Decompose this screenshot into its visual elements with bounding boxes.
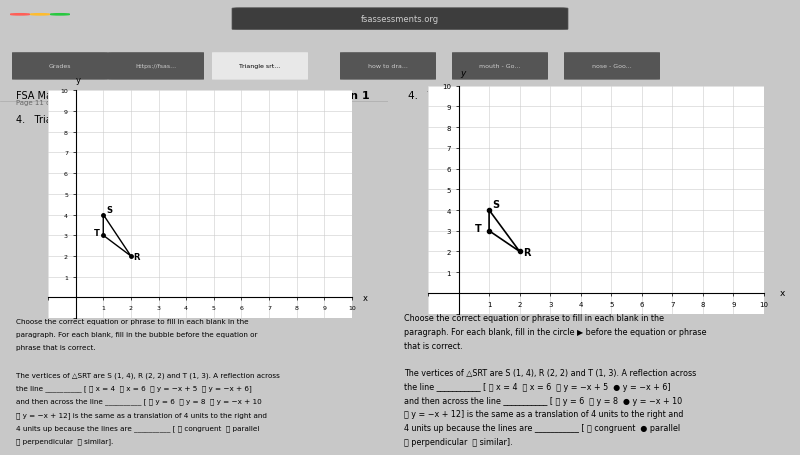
Text: S: S xyxy=(492,199,499,209)
Text: paragraph. For each blank, fill in the circle ▶ before the equation or phrase: paragraph. For each blank, fill in the c… xyxy=(405,328,707,336)
Text: the line ___________ [ Ⓐ x = 4  Ⓑ x = 6  Ⓒ y = −x + 5  ● y = −x + 6]: the line ___________ [ Ⓐ x = 4 Ⓑ x = 6 Ⓒ… xyxy=(405,382,671,391)
Text: mouth - Go...: mouth - Go... xyxy=(479,64,521,68)
FancyBboxPatch shape xyxy=(108,53,204,81)
Text: y: y xyxy=(76,76,81,85)
Text: 4.   Triangle SRT is shown.: 4. Triangle SRT is shown. xyxy=(15,115,142,125)
Text: y: y xyxy=(461,69,466,78)
Text: R: R xyxy=(523,248,531,258)
Text: paragraph. For each blank, fill in the bubble before the equation or: paragraph. For each blank, fill in the b… xyxy=(15,331,257,338)
FancyBboxPatch shape xyxy=(12,53,108,81)
Text: S: S xyxy=(106,206,112,215)
Text: Ⓒ perpendicular  Ⓓ similar].: Ⓒ perpendicular Ⓓ similar]. xyxy=(15,438,113,444)
Text: FSA Mathematics Practice Test Questions: FSA Mathematics Practice Test Questions xyxy=(15,91,217,101)
Text: how to dra...: how to dra... xyxy=(368,64,408,68)
Text: Ⓓ y = −x + 12] is the same as a translation of 4 units to the right and: Ⓓ y = −x + 12] is the same as a translat… xyxy=(15,411,266,418)
Text: R: R xyxy=(134,253,140,262)
FancyBboxPatch shape xyxy=(212,53,308,81)
Circle shape xyxy=(30,15,50,16)
Text: fsassessments.org: fsassessments.org xyxy=(361,15,439,24)
Text: that is correct.: that is correct. xyxy=(405,341,463,350)
Text: Ⓒ y = −x + 12] is the same as a translation of 4 units to the right and: Ⓒ y = −x + 12] is the same as a translat… xyxy=(405,410,684,419)
Text: nose - Goo...: nose - Goo... xyxy=(592,64,632,68)
Text: the line __________ [ Ⓐ x = 4  Ⓑ x = 6  Ⓒ y = −x + 5  Ⓓ y = −x + 6]: the line __________ [ Ⓐ x = 4 Ⓑ x = 6 Ⓒ … xyxy=(15,384,251,391)
Text: 4 units up because the lines are ___________ [ Ⓐ congruent  ● parallel: 4 units up because the lines are _______… xyxy=(405,423,681,432)
Circle shape xyxy=(50,15,70,16)
FancyBboxPatch shape xyxy=(452,53,548,81)
Text: The vertices of △SRT are S (1, 4), R (2, 2) and T (1, 3). A reflection across: The vertices of △SRT are S (1, 4), R (2,… xyxy=(15,371,279,378)
Text: Session 1: Session 1 xyxy=(310,91,370,101)
FancyBboxPatch shape xyxy=(340,53,436,81)
Text: phrase that is correct.: phrase that is correct. xyxy=(15,345,95,351)
Text: and then across the line __________ [ Ⓐ y = 6  Ⓑ y = 8  Ⓒ y = −x + 10: and then across the line __________ [ Ⓐ … xyxy=(15,398,262,404)
Text: 4 units up because the lines are __________ [ Ⓐ congruent  Ⓑ parallel: 4 units up because the lines are _______… xyxy=(15,424,259,431)
Text: https://fsas...: https://fsas... xyxy=(135,64,177,68)
Text: 4.   Triangle SRT is shown.: 4. Triangle SRT is shown. xyxy=(408,91,544,101)
Text: The vertices of △SRT are S (1, 4), R (2, 2) and T (1, 3). A reflection across: The vertices of △SRT are S (1, 4), R (2,… xyxy=(405,369,697,378)
Text: x: x xyxy=(779,289,785,298)
Circle shape xyxy=(10,15,30,16)
Text: Choose the correct equation or phrase to fill in each blank in the: Choose the correct equation or phrase to… xyxy=(15,318,248,324)
Text: Triangle srt...: Triangle srt... xyxy=(239,64,281,68)
Text: T: T xyxy=(94,229,99,238)
Text: Ⓒ perpendicular  Ⓓ similar].: Ⓒ perpendicular Ⓓ similar]. xyxy=(405,437,513,446)
FancyBboxPatch shape xyxy=(232,9,568,30)
Text: x: x xyxy=(363,293,368,302)
Text: T: T xyxy=(475,223,482,233)
Text: Grades: Grades xyxy=(49,64,71,68)
FancyBboxPatch shape xyxy=(564,53,660,81)
Text: and then across the line ___________ [ Ⓐ y = 6  Ⓑ y = 8  ● y = −x + 10: and then across the line ___________ [ Ⓐ… xyxy=(405,396,682,405)
Text: Page 11 of 36: Page 11 of 36 xyxy=(15,100,64,106)
Text: Choose the correct equation or phrase to fill in each blank in the: Choose the correct equation or phrase to… xyxy=(405,314,665,323)
